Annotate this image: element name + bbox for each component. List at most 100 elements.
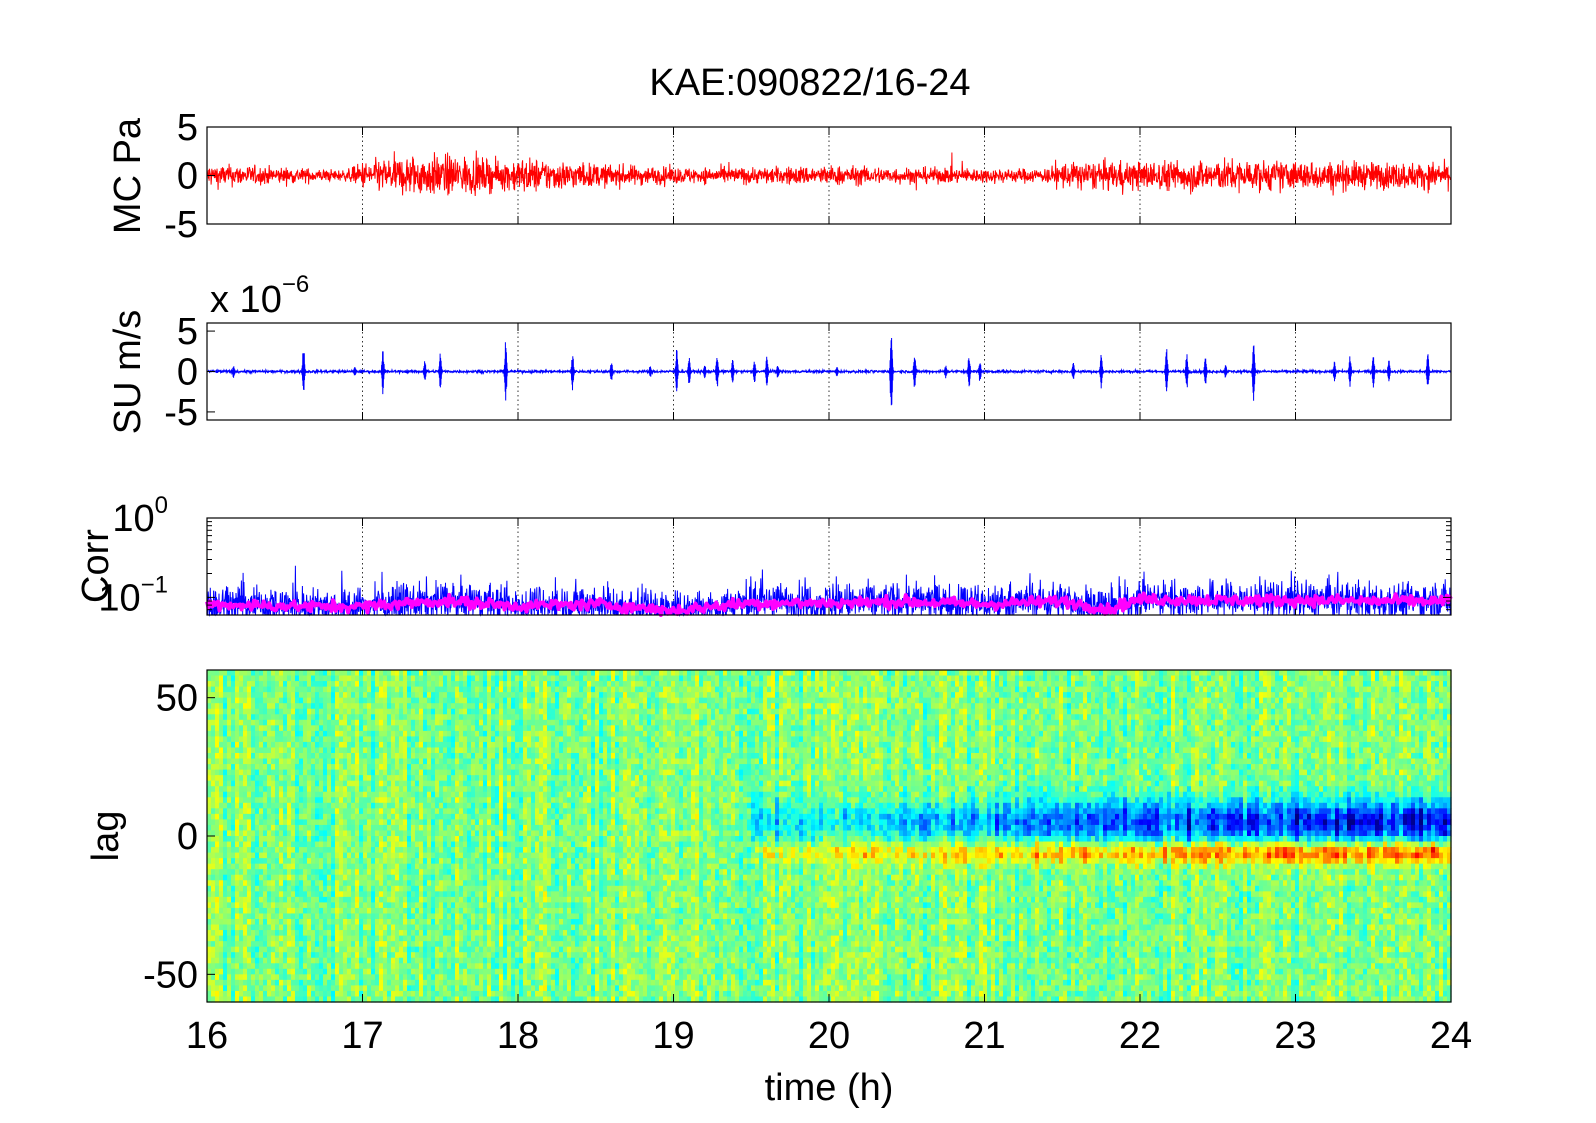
heatmap-cell bbox=[319, 896, 324, 903]
heatmap-cell bbox=[315, 714, 320, 721]
heatmap-cell bbox=[435, 924, 440, 931]
heatmap-cell bbox=[355, 769, 360, 776]
heatmap-cell bbox=[427, 930, 432, 937]
heatmap-cell bbox=[291, 996, 296, 1003]
heatmap-cell bbox=[215, 858, 220, 865]
heatmap-cell bbox=[335, 741, 340, 749]
heatmap-cell bbox=[275, 869, 280, 876]
heatmap-cell bbox=[291, 946, 296, 953]
heatmap-cell bbox=[503, 946, 508, 953]
heatmap-cell bbox=[379, 747, 384, 754]
heatmap-cell bbox=[475, 791, 480, 798]
heatmap-cell bbox=[415, 880, 420, 887]
heatmap-cell bbox=[479, 830, 484, 837]
heatmap-cell bbox=[523, 919, 528, 926]
heatmap-cell bbox=[267, 952, 272, 959]
heatmap-cell bbox=[499, 841, 504, 848]
heatmap-cell bbox=[323, 852, 328, 859]
heatmap-cell bbox=[411, 935, 416, 942]
heatmap-cell bbox=[479, 808, 484, 815]
heatmap-cell bbox=[523, 924, 528, 931]
heatmap-cell bbox=[351, 719, 356, 726]
heatmap-cell bbox=[331, 913, 336, 920]
heatmap-cell bbox=[435, 836, 440, 843]
heatmap-cell bbox=[311, 802, 316, 809]
heatmap-cell bbox=[367, 824, 372, 832]
heatmap-cell bbox=[319, 791, 324, 798]
heatmap-cell bbox=[379, 979, 384, 986]
heatmap-cell bbox=[215, 885, 220, 892]
heatmap-cell bbox=[447, 924, 452, 931]
heatmap-cell bbox=[311, 681, 316, 688]
heatmap-cell bbox=[219, 719, 224, 726]
heatmap-cell bbox=[523, 830, 528, 837]
heatmap-cell bbox=[347, 896, 352, 903]
heatmap-cell bbox=[319, 764, 324, 771]
heatmap-cell bbox=[491, 797, 496, 804]
heatmap-cell bbox=[443, 919, 448, 926]
heatmap-cell bbox=[255, 930, 260, 937]
heatmap-cell bbox=[487, 808, 492, 815]
heatmap-cell bbox=[495, 775, 500, 782]
heatmap-cell bbox=[303, 957, 308, 964]
heatmap-cell bbox=[235, 714, 240, 721]
heatmap-cell bbox=[351, 730, 356, 737]
heatmap-cell bbox=[223, 841, 228, 848]
heatmap-cell bbox=[259, 874, 264, 881]
heatmap-cell bbox=[283, 863, 288, 870]
heatmap-cell bbox=[347, 852, 352, 859]
heatmap-cell bbox=[503, 919, 508, 926]
heatmap-cell bbox=[399, 919, 404, 926]
heatmap-cell bbox=[359, 714, 364, 721]
heatmap-cell bbox=[319, 775, 324, 782]
heatmap-cell bbox=[235, 708, 240, 715]
heatmap-cell bbox=[463, 996, 468, 1003]
heatmap-cell bbox=[515, 990, 520, 998]
heatmap-cell bbox=[355, 686, 360, 693]
heatmap-cell bbox=[383, 769, 388, 776]
heatmap-cell bbox=[311, 907, 316, 915]
heatmap-cell bbox=[483, 913, 488, 920]
heatmap-cell bbox=[487, 891, 492, 898]
heatmap-cell bbox=[359, 753, 364, 760]
heatmap-cell bbox=[475, 902, 480, 909]
heatmap-cell bbox=[299, 786, 304, 793]
heatmap-cell bbox=[471, 769, 476, 776]
heatmap-cell bbox=[275, 891, 280, 898]
heatmap-cell bbox=[371, 852, 376, 859]
heatmap-cell bbox=[255, 730, 260, 737]
heatmap-cell bbox=[263, 880, 268, 887]
heatmap-cell bbox=[275, 730, 280, 737]
heatmap-cell bbox=[463, 797, 468, 804]
heatmap-cell bbox=[435, 858, 440, 865]
heatmap-cell bbox=[415, 764, 420, 771]
heatmap-cell bbox=[287, 764, 292, 771]
heatmap-cell bbox=[343, 708, 348, 715]
heatmap-cell bbox=[355, 974, 360, 981]
heatmap-cell bbox=[211, 930, 216, 937]
heatmap-cell bbox=[307, 741, 312, 749]
heatmap-cell bbox=[451, 736, 456, 743]
heatmap-cell bbox=[451, 830, 456, 837]
heatmap-cell bbox=[291, 924, 296, 931]
heatmap-cell bbox=[331, 902, 336, 909]
heatmap-cell bbox=[375, 708, 380, 715]
heatmap-cell bbox=[279, 836, 284, 843]
heatmap-cell bbox=[459, 858, 464, 865]
heatmap-cell bbox=[407, 819, 412, 826]
heatmap-cell bbox=[387, 819, 392, 826]
heatmap-cell bbox=[283, 802, 288, 809]
heatmap-cell bbox=[351, 968, 356, 975]
heatmap-cell bbox=[439, 847, 444, 854]
heatmap-cell bbox=[271, 725, 276, 732]
heatmap-cell bbox=[207, 941, 212, 948]
heatmap-cell bbox=[251, 907, 256, 915]
heatmap-cell bbox=[279, 764, 284, 771]
heatmap-cell bbox=[391, 852, 396, 859]
heatmap-cell bbox=[215, 686, 220, 693]
heatmap-cell bbox=[311, 741, 316, 749]
heatmap-cell bbox=[231, 703, 236, 710]
heatmap-cell bbox=[495, 736, 500, 743]
heatmap-cell bbox=[443, 907, 448, 915]
heatmap-cell bbox=[387, 813, 392, 820]
